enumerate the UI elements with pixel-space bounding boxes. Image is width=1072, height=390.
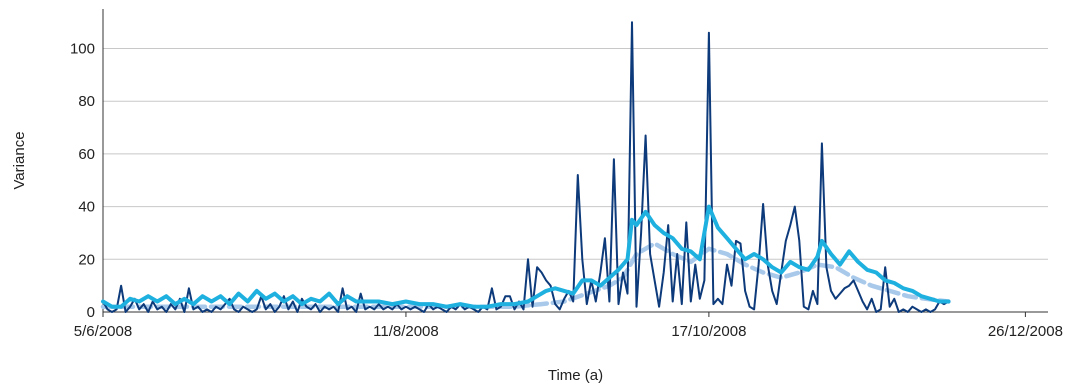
series-group: [100, 21, 951, 313]
x-tick-label: 26/12/2008: [988, 323, 1063, 340]
x-tick-label: 11/8/2008: [373, 323, 439, 340]
tick-labels: 0 20 40 60 80 100 5/6/2008 11/8/2008 17/10/2008 2…: [70, 41, 1063, 340]
y-tick-label: 60: [78, 146, 95, 163]
y-tick-label: 80: [78, 93, 95, 110]
series-line-1: [101, 204, 951, 309]
x-axis-label: Time (a): [548, 367, 603, 384]
grid-lines: [103, 48, 1048, 260]
series-line-0: [102, 21, 950, 313]
x-tick-label: 5/6/2008: [74, 323, 132, 340]
y-tick-label: 0: [87, 304, 95, 321]
y-tick-label: 20: [78, 251, 95, 268]
x-tick-label: 17/10/2008: [671, 323, 746, 340]
axes: [102, 9, 1048, 317]
y-axis-label: Variance: [11, 131, 28, 189]
y-tick-label: 100: [70, 41, 95, 58]
y-tick-label: 40: [78, 199, 95, 216]
